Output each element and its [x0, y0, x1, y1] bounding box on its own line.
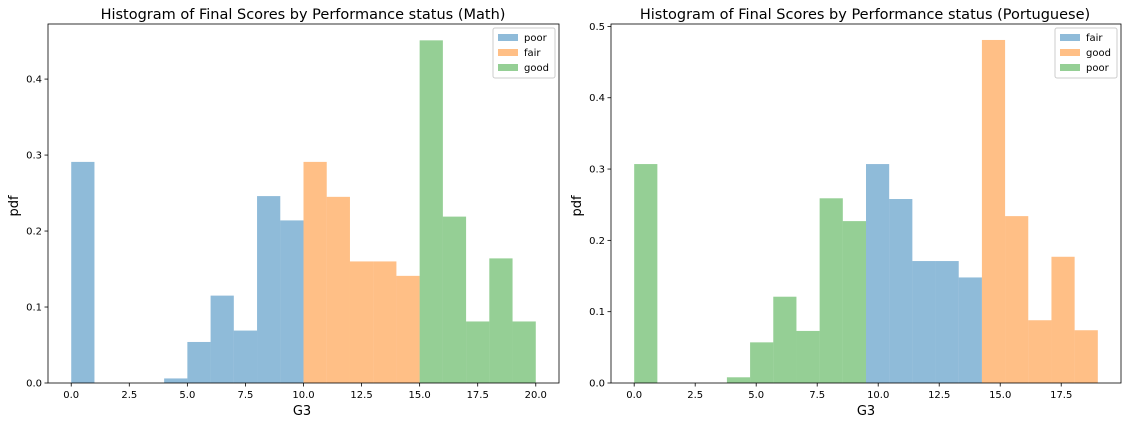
portuguese-legend: fair good poor [1054, 27, 1118, 79]
math-x-tick-label: 7.5 [237, 390, 253, 401]
math-bar-fair-4 [396, 275, 420, 383]
math-y-tick-label: 0.2 [26, 227, 42, 238]
math-histogram-panel: Histogram of Final Scores by Performance… [7, 7, 560, 419]
math-bar-poor-5 [257, 196, 281, 383]
math-bar-good-4 [512, 321, 536, 383]
portuguese-bar-good-0 [981, 39, 1006, 383]
math-x-tick-label: 17.5 [467, 390, 489, 401]
portuguese-legend-swatch-poor [1060, 64, 1080, 71]
portuguese-bar-poor-1 [726, 377, 751, 383]
math-x-tick-label: 12.5 [350, 390, 372, 401]
math-y-axis-label: pdf [7, 195, 22, 217]
math-bar-poor-2 [187, 341, 211, 383]
math-legend-label-good: good [524, 63, 549, 74]
math-x-tick-label: 0.0 [63, 390, 79, 401]
portuguese-y-tick-label: 0.3 [589, 165, 605, 176]
portuguese-legend-label-good: good [1086, 48, 1111, 59]
math-y-tick-label: 0.1 [26, 303, 42, 314]
portuguese-y-tick-label: 0.2 [589, 236, 605, 247]
math-bar-good-1 [442, 216, 467, 383]
math-bar-good-3 [489, 258, 513, 383]
math-y-tick-label: 0.3 [26, 151, 42, 162]
portuguese-axes-frame [610, 23, 1122, 384]
portuguese-legend-swatch-good [1060, 49, 1080, 56]
math-bar-poor-6 [280, 220, 304, 383]
math-x-tick-label: 10.0 [292, 390, 314, 401]
math-y-tick-label: 0.0 [26, 379, 42, 390]
portuguese-bar-good-4 [1074, 330, 1098, 383]
math-x-tick-label: 2.5 [121, 390, 137, 401]
portuguese-legend-label-fair: fair [1086, 33, 1103, 44]
math-x-tick-label: 5.0 [179, 390, 195, 401]
portuguese-x-tick-label: 2.5 [687, 390, 703, 401]
math-legend-label-poor: poor [524, 33, 548, 44]
portuguese-x-axis-label: G3 [857, 404, 875, 419]
portuguese-x-tick-label: 5.0 [748, 390, 764, 401]
portuguese-histogram-panel: Histogram of Final Scores by Performance… [570, 7, 1122, 419]
portuguese-bar-poor-6 [842, 221, 866, 383]
math-bar-good-0 [419, 40, 443, 384]
portuguese-y-tick-label: 0.1 [589, 307, 605, 318]
math-bar-poor-1 [164, 378, 188, 383]
portuguese-x-tick-label: 12.5 [928, 390, 950, 401]
portuguese-x-tick-label: 10.0 [867, 390, 889, 401]
portuguese-chart-title: Histogram of Final Scores by Performance… [640, 7, 1090, 23]
portuguese-bar-fair-1 [889, 199, 913, 383]
portuguese-y-tick-label: 0.0 [589, 379, 605, 390]
math-bar-fair-3 [373, 261, 397, 383]
math-bar-poor-3 [210, 295, 234, 383]
portuguese-bar-fair-4 [958, 277, 982, 383]
portuguese-bar-fair-2 [912, 261, 936, 383]
portuguese-x-tick-label: 7.5 [809, 390, 825, 401]
math-bar-fair-0 [303, 161, 327, 383]
portuguese-x-tick-label: 15.0 [989, 390, 1011, 401]
math-legend-label-fair: fair [524, 48, 541, 59]
portuguese-bar-fair-3 [935, 261, 959, 383]
portuguese-legend-swatch-fair [1060, 34, 1080, 41]
portuguese-bar-fair-0 [866, 164, 890, 383]
portuguese-bar-good-3 [1051, 256, 1075, 383]
portuguese-bar-poor-2 [750, 342, 774, 383]
math-legend-swatch-fair [498, 49, 518, 56]
portuguese-y-tick-label: 0.5 [589, 22, 605, 33]
portuguese-x-tick-label: 0.0 [626, 390, 642, 401]
math-y-tick-label: 0.4 [26, 75, 42, 86]
math-bar-poor-0 [71, 161, 95, 383]
math-bar-fair-1 [326, 196, 350, 383]
math-bar-poor-4 [233, 330, 258, 383]
portuguese-bar-poor-4 [796, 330, 820, 383]
portuguese-y-tick-label: 0.4 [589, 93, 605, 104]
portuguese-bar-good-1 [1005, 216, 1029, 383]
math-chart-title: Histogram of Final Scores by Performance… [101, 7, 506, 23]
portuguese-x-tick-label: 17.5 [1050, 390, 1072, 401]
portuguese-legend-label-poor: poor [1086, 63, 1110, 74]
portuguese-bar-poor-5 [819, 198, 843, 383]
math-legend: poor fair good [492, 27, 556, 79]
math-x-tick-label: 20.0 [525, 390, 547, 401]
math-x-axis-label: G3 [293, 404, 311, 419]
math-legend-swatch-good [498, 64, 518, 71]
portuguese-bar-poor-0 [634, 164, 658, 383]
math-bar-fair-2 [349, 261, 374, 383]
math-bar-good-2 [466, 321, 490, 383]
portuguese-bar-good-2 [1028, 320, 1052, 383]
portuguese-bar-poor-3 [773, 296, 797, 383]
math-x-tick-label: 15.0 [409, 390, 431, 401]
portuguese-y-axis-label: pdf [570, 195, 585, 217]
math-legend-swatch-poor [498, 34, 518, 41]
